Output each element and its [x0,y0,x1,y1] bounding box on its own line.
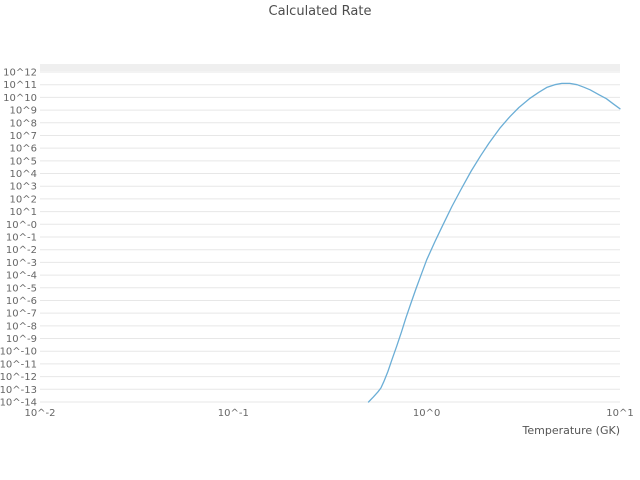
y-tick-label: 10^-6 [6,296,37,307]
y-tick-label: 10^5 [10,156,37,167]
y-tick-label: 10^-7 [6,309,37,320]
y-tick-label: 10^-8 [6,321,37,332]
rate-line-series [367,82,621,403]
chart-title: Calculated Rate [268,4,372,19]
y-tick-label: 10^12 [3,68,37,79]
y-tick-label: 10^-9 [6,334,37,345]
y-tick-label: 10^-2 [6,245,37,256]
y-tick-label: 10^-1 [6,233,37,244]
x-axis-label: Temperature (GK) [522,424,621,437]
plot-top-band [40,64,620,71]
y-tick-label: 10^-0 [6,220,37,231]
y-tick-label: 10^-11 [0,359,37,370]
y-tick-label: 10^1 [10,207,37,218]
y-tick-label: 10^3 [10,182,37,193]
x-tick-label: 10^-1 [218,408,249,419]
y-tick-label: 10^8 [10,118,37,129]
y-tick-label: 10^-13 [0,385,37,396]
y-tick-label: 10^-10 [0,347,37,358]
x-tick-label: 10^0 [413,408,440,419]
x-tick-label: 10^-2 [24,408,55,419]
y-tick-label: 10^-3 [6,258,37,269]
y-tick-label: 10^9 [10,106,37,117]
y-tick-label: 10^-5 [6,283,37,294]
x-tick-label: 10^1 [606,408,633,419]
y-tick-label: 10^11 [3,80,37,91]
y-tick-label: 10^2 [10,194,37,205]
y-tick-label: 10^7 [10,131,37,142]
y-tick-label: 10^-12 [0,372,37,383]
y-tick-label: 10^-4 [6,271,37,282]
y-tick-label: 10^6 [10,144,37,155]
y-tick-label: 10^4 [10,169,37,180]
y-tick-label: 10^-14 [0,398,37,409]
y-tick-label: 10^10 [3,93,37,104]
